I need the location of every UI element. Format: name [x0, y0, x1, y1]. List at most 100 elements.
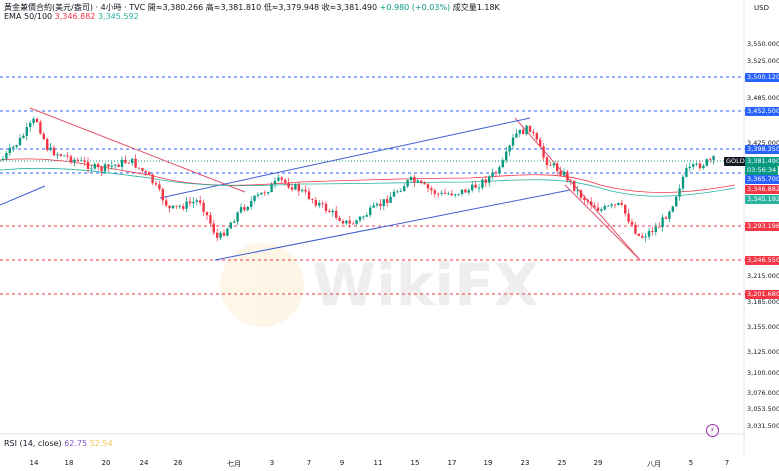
- candle-body: [178, 206, 181, 208]
- low-value: 低≈3,379.948: [263, 3, 320, 12]
- candle-body: [641, 235, 644, 238]
- candle-body: [467, 190, 470, 193]
- time-label: 3: [269, 459, 275, 467]
- candle-body: [25, 127, 28, 136]
- candle-body: [627, 213, 630, 222]
- candle-body: [124, 159, 127, 163]
- ema-100-line: [0, 167, 736, 197]
- candle-body: [392, 191, 396, 197]
- candle-body: [49, 147, 52, 151]
- candle-body: [236, 212, 239, 222]
- candle-body: [661, 217, 664, 228]
- time-label: 26: [173, 459, 183, 467]
- candle-body: [134, 158, 137, 168]
- candle-body: [331, 210, 334, 213]
- candle-body: [634, 224, 637, 234]
- candle-body: [63, 155, 66, 157]
- candle-body: [73, 159, 76, 163]
- candle-body: [15, 145, 18, 147]
- level-badge: 3,398.350: [745, 145, 779, 154]
- candle-body: [637, 233, 640, 236]
- candle-body: [229, 222, 232, 229]
- candle-body: [413, 176, 416, 183]
- ema-legend[interactable]: EMA 50/100 3,346.882 3,345.592: [4, 12, 139, 21]
- candle-body: [556, 163, 559, 172]
- candle-body: [307, 191, 311, 200]
- candle-body: [39, 122, 42, 134]
- time-label: 7: [306, 459, 312, 467]
- time-label: 24: [139, 459, 149, 467]
- candle-body: [5, 153, 8, 159]
- candle-body: [270, 184, 273, 193]
- candle-body: [144, 171, 147, 173]
- candle-body: [688, 166, 691, 169]
- candle-body: [450, 193, 453, 196]
- candle-body: [447, 193, 450, 195]
- candle-body: [287, 182, 290, 188]
- candle-body: [188, 201, 192, 204]
- candle-body: [348, 220, 351, 224]
- uptrend-channel-upper[interactable]: [159, 117, 531, 199]
- candle-body: [678, 188, 681, 197]
- price-tick: 3,425.000: [747, 139, 779, 147]
- candle-body: [212, 223, 215, 233]
- candle-body: [253, 195, 256, 201]
- candle-body: [630, 221, 634, 225]
- downtrend-line-left[interactable]: [29, 107, 246, 193]
- candle-body: [440, 192, 443, 194]
- candle-body: [263, 192, 266, 194]
- ema-100-value: 3,345.592: [97, 12, 139, 21]
- price-tick: 3,525.000: [747, 57, 779, 65]
- candle-body: [365, 215, 368, 217]
- uptrend-channel-lower[interactable]: [214, 189, 571, 261]
- candle-body: [35, 118, 39, 123]
- candle-body: [668, 211, 671, 219]
- candle-body: [505, 151, 508, 161]
- rsi-legend[interactable]: RSI (14, close) 62.75 52.54: [4, 439, 113, 448]
- candle-body: [705, 159, 708, 166]
- candle-body: [324, 203, 328, 211]
- candle-body: [685, 168, 688, 177]
- candle-body: [318, 203, 321, 206]
- candle-body: [297, 184, 300, 192]
- candle-body: [103, 164, 107, 172]
- time-label: 25: [557, 459, 567, 467]
- change-value: +0.980 (+0.03%): [379, 3, 451, 12]
- candle-body: [93, 164, 96, 169]
- candle-body: [542, 146, 545, 158]
- lightning-icon[interactable]: ⚡: [706, 424, 719, 437]
- price-tick: 3,100.000: [747, 369, 779, 377]
- candle-body: [328, 210, 331, 213]
- candle-body: [341, 220, 345, 224]
- time-label: 9: [339, 459, 345, 467]
- candle-body: [620, 202, 623, 205]
- time-axis[interactable]: 14 18 20 24 26 七月 3 7 9 11 15 17 19 23 2…: [0, 458, 745, 471]
- candle-body: [42, 133, 45, 140]
- candle-body: [698, 163, 702, 169]
- candle-body: [137, 167, 141, 169]
- price-axis[interactable]: 3,550.000 3,525.000 3,485.000 3,425.000 …: [745, 0, 779, 455]
- time-label: 20: [101, 459, 111, 467]
- candle-body: [583, 197, 586, 200]
- candle-body: [552, 163, 555, 166]
- ema-50-badge: 3,346.882: [745, 185, 779, 194]
- price-chart[interactable]: WikiFX: [0, 0, 745, 455]
- candle-body: [651, 230, 654, 232]
- candle-body: [426, 184, 430, 189]
- candle-body: [154, 183, 158, 185]
- downtrend-channel-lower[interactable]: [564, 184, 641, 261]
- price-tick: 3,125.000: [747, 348, 779, 356]
- level-badge: 3,500.120: [745, 73, 779, 82]
- candle-body: [369, 207, 372, 216]
- candle-body: [345, 220, 348, 224]
- candle-body: [267, 192, 270, 194]
- candle-body: [290, 187, 294, 190]
- candle-body: [114, 164, 117, 166]
- left-trend-line[interactable]: [0, 185, 46, 206]
- candle-body: [86, 162, 90, 169]
- candle-body: [110, 165, 113, 167]
- time-label: 八月: [647, 460, 661, 468]
- candle-body: [681, 176, 685, 189]
- candle-body: [277, 177, 280, 181]
- price-tick: 3,185.000: [747, 298, 779, 306]
